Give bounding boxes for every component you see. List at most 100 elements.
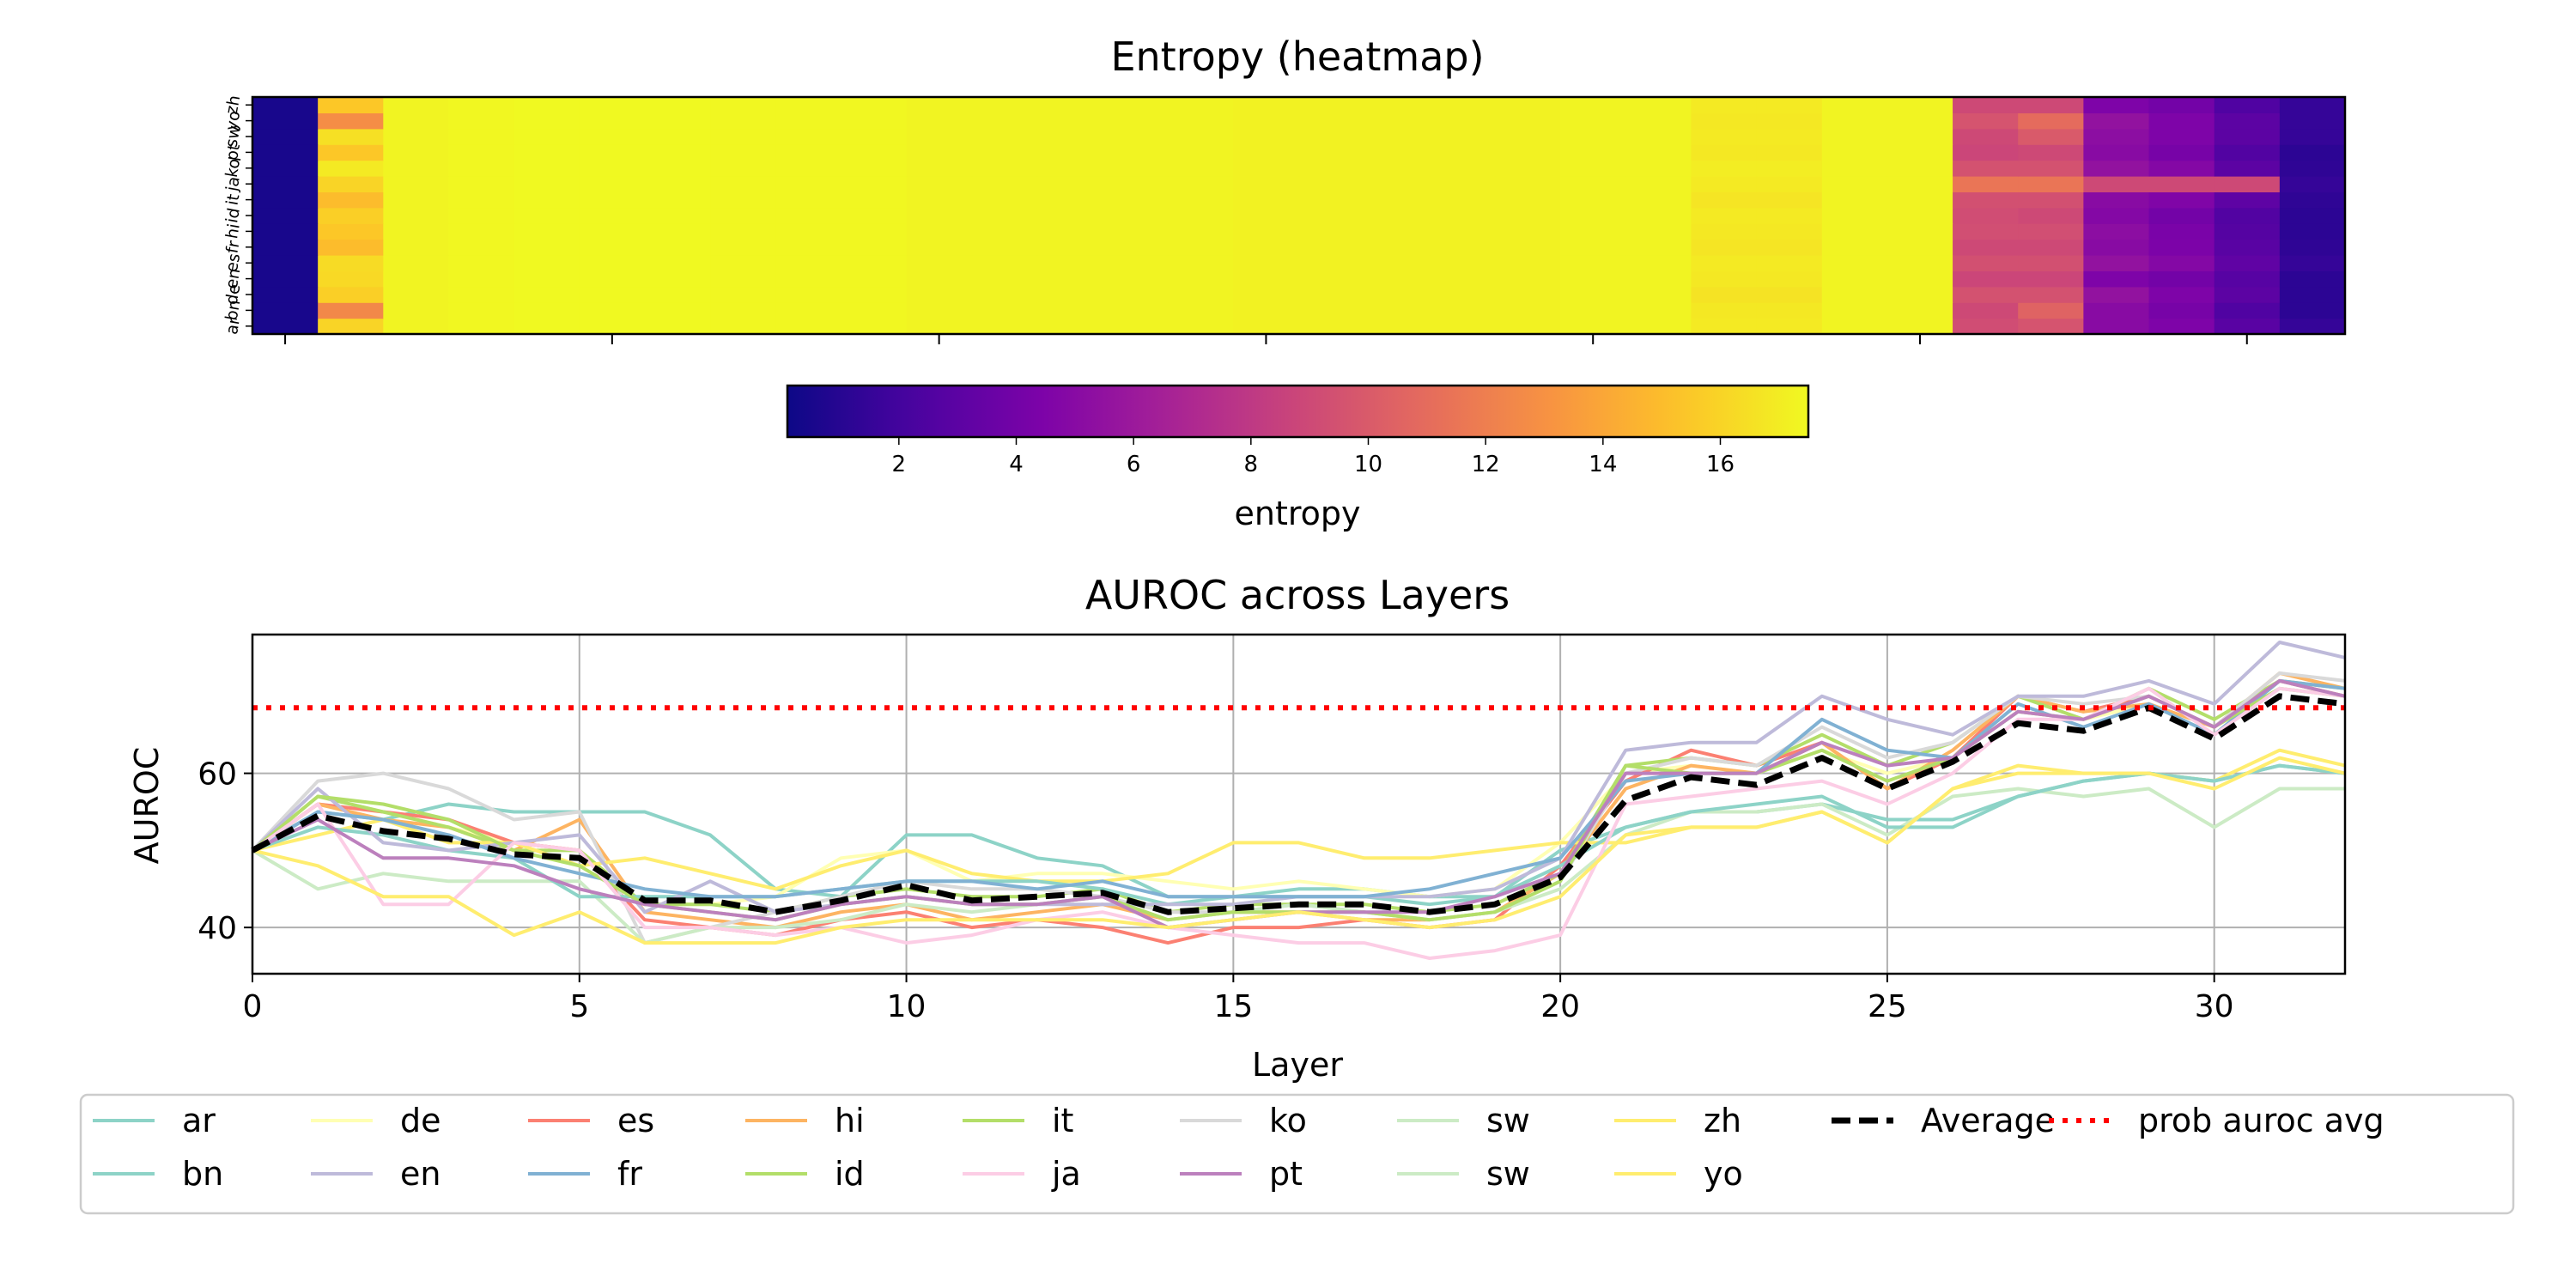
heatmap-cell xyxy=(2279,286,2346,303)
heatmap-cell xyxy=(1886,207,1953,224)
legend-item: ko xyxy=(1180,1102,1307,1139)
legend-item: en xyxy=(311,1155,440,1193)
heatmap-cell xyxy=(710,239,776,256)
heatmap-cell xyxy=(1364,207,1431,224)
heatmap-cell xyxy=(1364,112,1431,130)
heatmap-cell xyxy=(1691,318,1758,335)
heatmap-cell xyxy=(1953,144,2019,161)
colorbar: 2 4 6 8 10 12 14 16 entropy xyxy=(786,384,1810,532)
heatmap-cell xyxy=(971,286,1038,303)
heatmap-cell xyxy=(1233,239,1300,256)
heatmap-cell xyxy=(1560,112,1626,130)
heatmap-cell xyxy=(383,191,450,209)
heatmap-cell xyxy=(1036,255,1103,271)
heatmap-cell xyxy=(1691,223,1758,240)
heatmap-cell xyxy=(2148,318,2215,335)
heatmap-cell xyxy=(775,176,842,192)
heatmap-cell xyxy=(710,286,776,303)
heatmap-cell xyxy=(644,97,711,113)
legend-label: fr xyxy=(617,1155,642,1193)
heatmap-cell xyxy=(2214,223,2281,240)
heatmap-cell xyxy=(318,318,384,335)
heatmap-cell xyxy=(1429,97,1496,113)
heatmap-cell xyxy=(448,223,515,240)
heatmap-cell xyxy=(1168,223,1234,240)
heatmap-cell xyxy=(383,239,450,256)
heatmap-cell xyxy=(2018,160,2084,177)
heatmap-cell xyxy=(2148,191,2215,209)
heatmap-cell xyxy=(1691,176,1758,192)
heatmap-cell xyxy=(2018,239,2084,256)
heatmap-cell xyxy=(1953,255,2019,271)
heatmap-cell xyxy=(1103,128,1169,145)
heatmap-cell xyxy=(1756,144,1823,161)
heatmap-cell xyxy=(448,97,515,113)
heatmap-cell xyxy=(906,160,973,177)
heatmap-cell xyxy=(252,255,319,271)
colorbar-tick-label: 14 xyxy=(1589,452,1617,477)
heatmap-cell xyxy=(775,318,842,335)
heatmap-cell xyxy=(1756,128,1823,145)
heatmap-cell xyxy=(971,97,1038,113)
heatmap-cell xyxy=(1494,318,1561,335)
heatmap-cell xyxy=(841,302,908,319)
heatmap-cell xyxy=(971,318,1038,335)
heatmap-cell xyxy=(2279,302,2346,319)
heatmap-cell xyxy=(644,318,711,335)
heatmap-cell xyxy=(1036,144,1103,161)
heatmap-cell xyxy=(1886,191,1953,209)
heatmap-cell xyxy=(2083,255,2150,271)
x-axis-label: Layer xyxy=(1252,1046,1343,1084)
heatmap-cell xyxy=(2279,270,2346,288)
heatmap-cell xyxy=(2018,97,2084,113)
heatmap-cell xyxy=(1364,270,1431,288)
x-tick-label: 10 xyxy=(887,989,927,1024)
heatmap-cell xyxy=(252,128,319,145)
heatmap-cell xyxy=(1036,191,1103,209)
heatmap-cell xyxy=(2214,128,2281,145)
heatmap-cell xyxy=(1953,160,2019,177)
heatmap-cell xyxy=(252,207,319,224)
heatmap-cell xyxy=(448,191,515,209)
line-axes-frame xyxy=(251,633,2347,975)
heatmap-cell xyxy=(1560,255,1626,271)
heatmap-cell xyxy=(448,112,515,130)
heatmap-cell xyxy=(1756,286,1823,303)
heatmap-cell xyxy=(383,128,450,145)
heatmap-cell xyxy=(1233,286,1300,303)
heatmap-frame xyxy=(251,95,2347,336)
heatmap-cell xyxy=(513,144,580,161)
heatmap-cell xyxy=(971,207,1038,224)
heatmap-cell xyxy=(1036,112,1103,130)
heatmap-cell xyxy=(1756,302,1823,319)
heatmap-cell xyxy=(1821,255,1888,271)
heatmap-cell xyxy=(1494,270,1561,288)
line-chart-title: AUROC across Layers xyxy=(1085,572,1510,618)
heatmap-cell xyxy=(579,286,646,303)
heatmap-row-label: es xyxy=(222,252,244,274)
legend-box xyxy=(79,1093,2515,1215)
heatmap-cell xyxy=(1953,223,2019,240)
heatmap-cell xyxy=(513,223,580,240)
heatmap-cell xyxy=(1298,128,1365,145)
heatmap-cell xyxy=(1821,191,1888,209)
heatmap-cell xyxy=(1168,144,1234,161)
heatmap-cell xyxy=(2018,255,2084,271)
heatmap-cell xyxy=(1494,286,1561,303)
heatmap-cell xyxy=(1953,128,2019,145)
series-line-ar xyxy=(251,763,2346,899)
legend-label: es xyxy=(617,1102,654,1139)
legend-item: es xyxy=(528,1102,654,1139)
heatmap-cell xyxy=(1429,239,1496,256)
heatmap-cell xyxy=(971,176,1038,192)
heatmap-cell xyxy=(1494,207,1561,224)
heatmap-cell xyxy=(1103,207,1169,224)
legend-label: bn xyxy=(182,1155,223,1193)
heatmap-cell xyxy=(579,302,646,319)
heatmap-cell xyxy=(1756,160,1823,177)
legend-label: yo xyxy=(1704,1155,1743,1193)
heatmap-cell xyxy=(906,191,973,209)
heatmap-cell xyxy=(1103,191,1169,209)
legend-label: prob auroc avg xyxy=(2138,1102,2385,1139)
